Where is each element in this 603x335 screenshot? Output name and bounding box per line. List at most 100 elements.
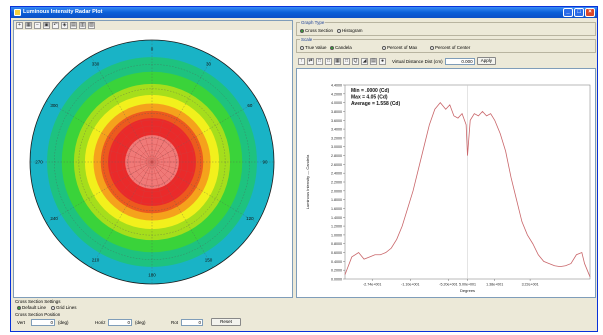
vert-unit: (deg) [58,320,69,325]
chart-tool-3[interactable]: □ [325,57,332,65]
option-label: True Value [305,45,327,50]
y-tick-label: 1.2000 [331,225,342,229]
toolbar-tool-3[interactable]: ▣ [43,22,50,29]
option-label: Grid Lines [56,305,77,310]
chart-toolbar: ↑ ⇄ □ □ ▦ □ Q ◢ ▤ ● Virtual Distance Dist (cm) 0.0… [296,56,596,66]
scale-option-percent-center[interactable]: Percent of Center [430,45,470,50]
chart-tool-6[interactable]: Q [352,57,359,65]
angle-label-180: 180 [148,273,156,278]
option-label: Histogram [342,28,363,33]
angle-label-300: 300 [50,103,58,108]
grid-spoke-10 [46,100,153,163]
stat-annotation-1: Max = 4.05 (Cd) [351,95,388,101]
y-tick-label: 0.8000 [331,242,342,246]
angle-label-120: 120 [246,216,254,221]
maximize-button[interactable]: □ [574,8,584,17]
toolbar-tool-7[interactable]: ▥ [79,22,86,29]
center-mesh-spoke [120,161,153,194]
apply-button[interactable]: Apply [476,57,496,65]
toolbar-tool-5[interactable]: ◈ [61,22,68,29]
app-icon [14,9,21,16]
toolbar-tool-6[interactable]: ▤ [70,22,77,29]
graph-type-option-histogram[interactable]: Histogram [337,28,363,33]
toolbar-tool-0[interactable]: + [16,22,23,29]
chart-tool-8[interactable]: ▤ [370,57,377,65]
distance-label: Virtual Distance Dist (cm) [392,58,443,64]
toolbar-tool-2[interactable]: − [34,22,41,29]
radio-icon [330,45,334,50]
toolbar-tool-1[interactable]: ▦ [25,22,32,29]
reset-button[interactable]: Reset [211,318,241,326]
y-tick-label: 3.2000 [331,136,342,140]
y-tick-label: 3.8000 [331,110,342,114]
center-mesh-spoke [140,161,153,205]
y-tick-label: 2.6000 [331,163,342,167]
stat-annotation-2: Average = 1.558 (Cd) [351,101,400,107]
chart-tool-9[interactable]: ● [379,57,386,65]
center-mesh-spoke [113,161,153,185]
angle-label-270: 270 [35,160,43,165]
x-tick-label: -2.74e+001 [363,283,381,287]
y-tick-label: 1.0000 [331,233,342,237]
center-mesh-spoke [129,161,153,201]
default-line-option[interactable]: Default Line [17,305,46,310]
center-mesh-spoke [151,161,175,201]
bottom-settings: Cross Section Settings Default Line Grid… [13,299,595,331]
window-title: Luminous Intensity Radar Plot [23,9,103,15]
y-tick-label: 1.8000 [331,198,342,202]
center-mesh-spoke [109,150,153,163]
chart-tool-7[interactable]: ◢ [361,57,368,65]
scale-option-percent-max[interactable]: Percent of Max [382,45,417,50]
option-label: Default Line [22,305,47,310]
minimize-button[interactable]: _ [563,8,573,17]
x-tick-label: 5.00e+001 [459,283,476,287]
grid-circle-3 [54,64,250,260]
y-tick-label: 1.4000 [331,216,342,220]
y-tick-label: 2.2000 [331,181,342,185]
chart-area: 4.4000 4.2000 4.0000 3.8000 3.6000 3.4000 3.20… [296,68,596,298]
vert-input[interactable]: 0 [31,319,55,326]
y-tick-label: 4.4000 [331,84,342,88]
distance-input[interactable]: 0.000 [444,57,475,65]
graph-type-option-cross-section[interactable]: Cross Section [300,28,333,33]
polar-plot[interactable]: 0 30 60 90 120 150 180 210 240 270 300 330 [14,30,292,298]
horiz-unit: (deg) [135,320,146,325]
title-bar: Luminous Intensity Radar Plot _ □ × [11,7,597,18]
grid-spoke-4 [151,161,258,224]
scale-option-candela[interactable]: Candela [330,45,352,50]
y-tick-label: 3.0000 [331,145,342,149]
toolbar-tool-4[interactable]: ↶ [52,22,59,29]
grid-lines-option[interactable]: Grid Lines [51,305,77,310]
chart-tool-1[interactable]: ⇄ [307,57,314,65]
chart-tool-4[interactable]: ▦ [334,57,341,65]
y-tick-label: 2.4000 [331,172,342,176]
radio-icon [430,45,434,50]
cross-section-chart[interactable]: 4.4000 4.2000 4.0000 3.8000 3.6000 3.4000 3.20… [297,69,595,297]
toolbar-tool-8[interactable]: ▧ [88,22,95,29]
chart-tool-2[interactable]: □ [316,57,323,65]
angle-label-60: 60 [247,103,253,108]
grid-spoke-5 [151,161,214,268]
scale-label: Scale [300,37,314,42]
angle-label-90: 90 [262,160,268,165]
close-button[interactable]: × [585,8,595,17]
horiz-input[interactable]: 0 [108,319,132,326]
center-mesh-spoke [151,119,164,163]
center-mesh-spoke [113,139,153,163]
x-tick-label: -1.10e+001 [401,283,419,287]
settings-label: Cross Section Settings [15,299,61,304]
center-mesh-spoke [140,119,153,163]
scale-option-true-value[interactable]: True Value [300,45,327,50]
y-tick-label: 0.2000 [331,269,342,273]
center-mesh-spoke [129,123,153,163]
radio-icon [337,28,341,33]
chart-tool-5[interactable]: □ [343,57,350,65]
app-window: Luminous Intensity Radar Plot _ □ × + ▦ − ▣… [10,6,598,332]
center-mesh-spoke [151,150,195,163]
y-tick-label: 4.0000 [331,101,342,105]
rot-input[interactable]: 0 [181,319,203,326]
x-axis-title: Degrees [460,288,475,293]
angle-label-210: 210 [92,257,100,262]
option-label: Percent of Center [435,45,471,50]
chart-tool-0[interactable]: ↑ [298,57,305,65]
